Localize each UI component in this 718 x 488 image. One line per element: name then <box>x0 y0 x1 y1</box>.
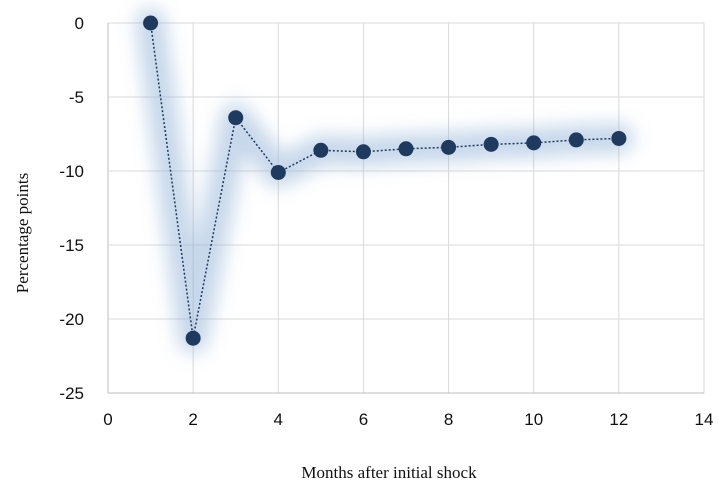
y-tick-label: -10 <box>59 162 84 181</box>
x-tick-label: 6 <box>359 410 368 429</box>
data-point <box>270 164 286 180</box>
data-point <box>441 139 457 155</box>
y-tick-label: -15 <box>59 236 84 255</box>
x-tick-label: 8 <box>444 410 453 429</box>
data-point <box>185 330 201 346</box>
x-tick-label: 2 <box>188 410 197 429</box>
series-glow <box>135 8 634 354</box>
x-tick-label: 14 <box>695 410 714 429</box>
series <box>143 15 627 346</box>
y-tick-label: 0 <box>75 14 84 33</box>
data-point <box>526 135 542 151</box>
y-axis-title: Percentage points <box>13 173 32 293</box>
y-tick-label: -5 <box>69 88 84 107</box>
axes <box>101 23 704 394</box>
y-axis-ticks: 0 -5 -10 -15 -20 -25 <box>59 14 84 403</box>
data-point <box>568 132 584 148</box>
x-tick-label: 12 <box>609 410 628 429</box>
data-point <box>228 110 244 126</box>
series-glow-line <box>135 8 634 354</box>
data-point <box>398 141 414 157</box>
data-point <box>355 144 371 160</box>
x-axis-title: Months after initial shock <box>301 463 477 482</box>
data-point <box>483 136 499 152</box>
x-axis-ticks: 0 2 4 6 8 10 12 14 <box>103 410 713 429</box>
x-tick-label: 0 <box>103 410 112 429</box>
data-point <box>143 15 159 31</box>
data-point <box>611 130 627 146</box>
data-point <box>313 142 329 158</box>
y-tick-label: -25 <box>59 384 84 403</box>
x-tick-label: 4 <box>274 410 283 429</box>
y-tick-label: -20 <box>59 310 84 329</box>
x-tick-label: 10 <box>524 410 543 429</box>
